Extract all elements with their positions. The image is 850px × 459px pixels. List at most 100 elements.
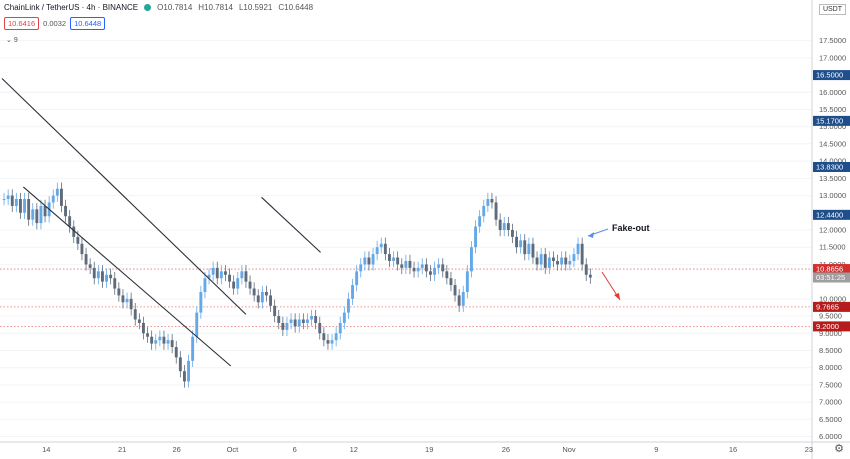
candle-body [293, 319, 297, 327]
candle-body [465, 271, 469, 292]
candle-body [424, 264, 428, 272]
candle-body [232, 281, 236, 289]
candle-body [10, 195, 14, 206]
candle-body [224, 271, 227, 275]
ohlc-low: L10.5921 [238, 3, 273, 12]
price-tag-label: 16.5000 [816, 71, 843, 80]
candle-body [256, 295, 260, 303]
candle-body [277, 316, 281, 323]
candle-body [330, 340, 334, 344]
trendlines[interactable] [1, 78, 321, 367]
price-tick-label: 17.5000 [819, 36, 846, 45]
candle-body [564, 257, 568, 265]
ohlc-close: C10.6448 [278, 3, 314, 12]
trendline [22, 186, 232, 367]
candle-body [470, 247, 473, 272]
candle-body [219, 271, 223, 279]
candle-body [379, 243, 383, 248]
price-tags: 16.5000 15.1700 13.8300 12.4400 10.865603:51… [813, 70, 850, 332]
candle-body [14, 199, 18, 206]
candle-body [84, 254, 88, 265]
price-tick-label: 6.5000 [819, 415, 842, 424]
candle-body [498, 219, 502, 230]
candle-body [199, 291, 203, 313]
candle-body [502, 223, 506, 230]
candle-body [260, 291, 264, 303]
candle-body [113, 278, 117, 289]
candle-body [265, 291, 268, 296]
price-tick-label: 17.0000 [819, 53, 846, 62]
candle-body [392, 257, 395, 261]
candle-body [556, 260, 559, 265]
price-tick-label: 8.0000 [819, 363, 842, 372]
buy-price-button[interactable]: 10.6448 [70, 17, 106, 30]
price-tick-label: 14.5000 [819, 139, 846, 148]
candle-body [453, 285, 457, 296]
candle-body [310, 316, 313, 320]
time-tick-label: 9 [654, 445, 658, 454]
market-status-icon [144, 4, 152, 11]
sell-price-button[interactable]: 10.6416 [4, 17, 40, 30]
candle-body [137, 319, 141, 323]
candle-body [174, 347, 178, 358]
price-tick-label: 11.5000 [819, 243, 846, 252]
candle-body [334, 333, 338, 341]
candle-body [388, 254, 391, 261]
candle-body [314, 316, 318, 323]
time-tick-label: Nov [562, 445, 576, 454]
candle-body [342, 312, 346, 323]
price-tag-box [813, 301, 850, 312]
candle-body [6, 195, 10, 200]
indicators-toggle[interactable]: ⌄ 9 [6, 36, 18, 44]
candle-body [35, 209, 39, 224]
candle-body [72, 226, 76, 237]
price-tick-label: 12.0000 [819, 226, 846, 235]
price-tag-label: 9.7665 [816, 302, 839, 311]
candle-body [150, 336, 154, 344]
candle-body [531, 243, 535, 258]
candle-body [543, 254, 547, 268]
candle-body [511, 230, 514, 237]
price-tick-label: 10.0000 [819, 294, 846, 303]
candle-body [301, 319, 305, 323]
fake-out-annotation: Fake-out [587, 223, 650, 301]
candle-body [445, 271, 449, 279]
candle-body [183, 371, 186, 382]
candle-body [51, 195, 55, 203]
annotation-label: Fake-out [612, 223, 650, 233]
chart-header: ChainLink / TetherUS · 4h · BINANCE O10.… [4, 3, 313, 12]
candle-body [457, 295, 461, 306]
time-tick-label: Oct [227, 445, 240, 454]
candle-body [125, 298, 129, 303]
time-axis[interactable]: 14 21 26 Oct 6 12 19 26 Nov 9 16 23 [0, 441, 850, 454]
candle-body [363, 257, 367, 265]
candle-body [519, 240, 523, 248]
trendline [1, 78, 247, 315]
price-tick-label: 9.0000 [819, 329, 842, 338]
candle-body [359, 264, 363, 272]
currency-label[interactable]: USDT [818, 4, 846, 15]
candle-body [121, 295, 125, 303]
price-tag-box [813, 115, 850, 126]
candle-body [486, 199, 490, 206]
candle-body [474, 226, 477, 248]
price-tick-label: 6.0000 [819, 432, 842, 441]
price-axis[interactable]: 17.5000 17.0000 16.0000 15.5000 15.0000 14.50… [811, 0, 846, 459]
price-series [2, 182, 592, 388]
gear-icon[interactable]: ⚙ [834, 443, 844, 455]
price-tag-label: 10.8656 [816, 265, 843, 274]
candle-body [162, 336, 166, 344]
price-tag-label: 9.2000 [816, 322, 839, 331]
candle-body [27, 199, 31, 220]
trade-prices: 10.6416 0.0032 10.6448 [4, 17, 106, 30]
symbol-title[interactable]: ChainLink / TetherUS · 4h · BINANCE [4, 3, 139, 12]
chevron-down-icon: ⌄ [6, 37, 12, 44]
ohlc-open: O10.7814 [157, 3, 193, 12]
candle-body [19, 199, 22, 213]
candle-body [547, 257, 551, 268]
candle-body [482, 205, 486, 217]
candle-body [252, 288, 256, 296]
price-tick-label: 9.5000 [819, 312, 842, 321]
candle-body [441, 264, 445, 272]
